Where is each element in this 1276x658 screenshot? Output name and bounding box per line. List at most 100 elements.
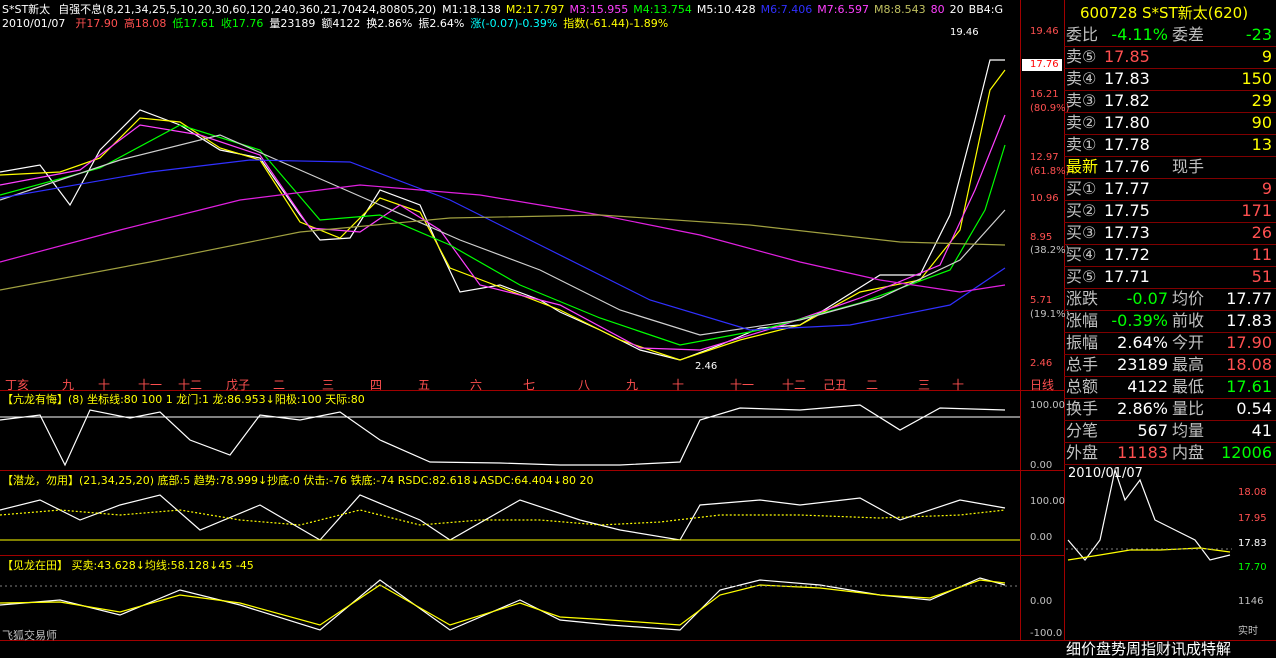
quote-cell: 委比 [1066,25,1099,44]
quote-cell: 17.71 [1104,267,1150,286]
quote-cell: 11183 [1117,443,1168,462]
quote-cell: 涨跌 [1066,289,1099,308]
panel-title: 【亢龙有悔】(8) 坐标线:80 100 1 龙门:1 龙:86.953↓阳极:… [2,393,365,406]
intraday-volume: 1146 [1238,596,1264,607]
quote-cell: 13 [1251,135,1272,154]
indicator-line [0,509,1006,526]
quote-cell: 9 [1261,179,1272,198]
month-label: 八 [578,378,591,392]
month-label: 二 [866,378,879,392]
stat-row: 分笔 567 均量 41 [1064,420,1276,443]
panel-divider [0,640,1276,641]
panel-border [1064,0,1065,640]
ma-value: M5:10.428 [696,3,756,16]
bar-field: 涨(-0.07)-0.39% [470,17,558,30]
quote-cell: 17.61 [1226,377,1272,396]
panel-axis-label: 100.00 [1030,400,1065,411]
month-label: 七 [523,378,536,392]
month-label: 十 [98,378,111,392]
bar-info: 2010/01/07 开17.90 高18.08 低17.61 收17.76 量23189… [2,15,674,31]
bar-field: 开17.90 [75,17,118,30]
sell-row: 卖⑤ 17.85 9 [1064,46,1276,69]
quote-cell: 振幅 [1066,333,1099,352]
intraday-axis-label: 17.95 [1238,513,1267,524]
quote-cell: 最新 [1066,157,1099,176]
price-axis-label: 12.97 [1030,152,1059,163]
price-line [0,59,1005,361]
ma-value: M8:8.543 [873,3,926,16]
price-axis-label: (19.1%) [1030,309,1070,320]
extra: 80 [930,3,945,16]
stat-row: 总额 4122 最低 17.61 [1064,376,1276,399]
quote-cell: 17.72 [1104,245,1150,264]
ma-line [0,134,1006,336]
quote-cell: 今开 [1172,333,1205,352]
quote-cell: 17.83 [1104,69,1150,88]
quote-cell: 90 [1251,113,1272,132]
quote-cell: 51 [1251,267,1272,286]
axis-border [1020,0,1021,640]
bar-field: 量23189 [269,17,316,30]
stat-row: 涨幅 -0.39% 前收 17.83 [1064,310,1276,333]
intraday-axis-label: 17.83 [1238,538,1267,549]
month-label: 三 [322,378,335,392]
buy-row: 买③ 17.73 26 [1064,222,1276,245]
panel-axis-label: 0.00 [1030,532,1053,543]
ma-value: M7:6.597 [817,3,869,16]
quote-cell: 2.64% [1117,333,1168,352]
panel-axis-label: 100.00 [1030,496,1065,507]
panel-divider [0,390,1064,391]
quote-cell: 17.90 [1226,333,1272,352]
quote-cell: 买② [1066,201,1097,220]
quote-cell: 量比 [1172,399,1205,418]
price-axis-label: 16.21 [1030,89,1059,100]
indicator-line [0,404,1006,467]
month-label: 四 [370,378,383,392]
indicator-line [0,579,1006,626]
quote-cell: 卖④ [1066,69,1097,88]
month-label: 九 [62,378,75,392]
buy-row: 买④ 17.72 11 [1064,244,1276,267]
low-label: 2.46 [695,361,718,372]
quote-cell: 567 [1137,421,1168,440]
intraday-mode: 实时 [1238,626,1258,637]
quote-cell: 卖③ [1066,91,1097,110]
quote-cell: 涨幅 [1066,311,1099,330]
quote-cell: 11 [1251,245,1272,264]
ma-line [0,184,1006,293]
bar-field: 低17.61 [172,17,215,30]
quote-cell: 买④ [1066,245,1097,264]
month-label: 三 [918,378,931,392]
sell-row: 卖④ 17.83 150 [1064,68,1276,91]
quote-cell: 最高 [1172,355,1205,374]
month-label: 十 [952,378,965,392]
quote-cell: 最低 [1172,377,1205,396]
ticker: 细价盘势周指财讯成特解 [1066,640,1232,658]
intraday-average [1067,547,1231,561]
stat-row: 总手 23189 最高 18.08 [1064,354,1276,377]
quote-cell: 9 [1261,47,1272,66]
buy-row: 买⑤ 17.71 51 [1064,266,1276,289]
month-label: 二 [273,378,286,392]
quote-cell: 总额 [1066,377,1099,396]
ma-value: M1:18.138 [442,3,501,16]
month-label: 十一 [730,378,755,392]
quote-header: 600728 S*ST新太(620) [1080,4,1249,22]
quote-cell: 17.76 [1104,157,1150,176]
month-label: 六 [470,378,483,392]
price-axis-label: 2.46 [1030,358,1053,369]
quote-cell: 分笔 [1066,421,1099,440]
quote-cell: -0.07 [1126,289,1168,308]
quote-cell: 18.08 [1226,355,1272,374]
quote-cell: 外盘 [1066,443,1099,462]
panel-title: 【潜龙，勿用】(21,34,25,20) 底部:5 趋势:78.999↓抄底:0… [2,474,594,487]
quote-cell: 委差 [1172,25,1205,44]
ma-value: M4:13.754 [633,3,692,16]
price-axis-label: 19.46 [1030,26,1059,37]
quote-cell: 4122 [1127,377,1168,396]
indicator: 自强不息(8,21,34,25,5,10,20,30,60,120,240,36… [58,3,437,16]
quote-cell: 17.77 [1104,179,1150,198]
month-label: 己丑 [823,378,848,392]
price-axis-label: (80.9%) [1030,103,1070,114]
quote-cell: 17.85 [1104,47,1150,66]
